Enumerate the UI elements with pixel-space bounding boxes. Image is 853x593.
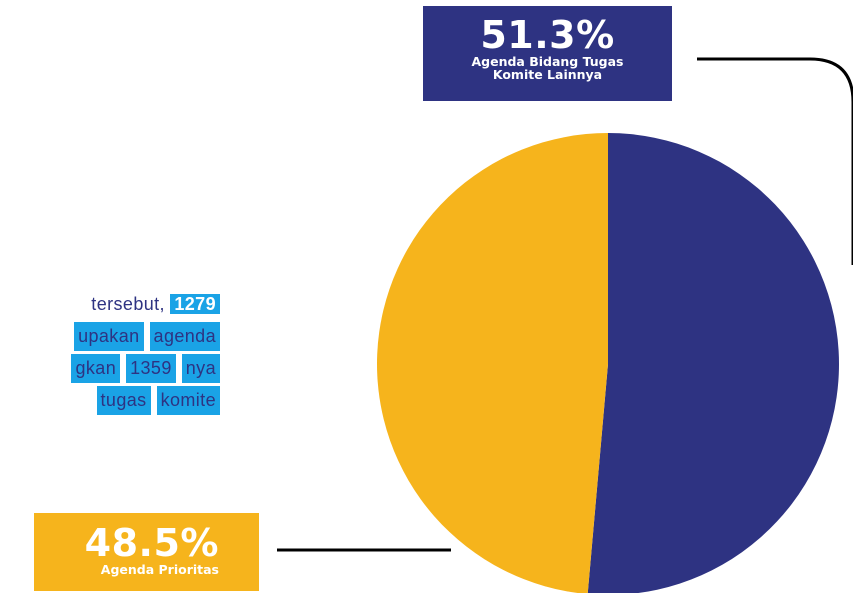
pie-slice-0 bbox=[587, 133, 839, 593]
text-line-1: tersebut, 1279 bbox=[0, 290, 228, 319]
text-line-2: upakan agenda bbox=[0, 322, 228, 351]
slice-caption: Agenda Bidang Tugas bbox=[471, 54, 624, 69]
text-fragment: tugas bbox=[96, 386, 151, 415]
slice-caption: Agenda Prioritas bbox=[100, 562, 219, 577]
slice-label-other-agenda: 51.3% Agenda Bidang Tugas Komite Lainnya bbox=[423, 6, 672, 101]
text-fragment: gkan bbox=[71, 354, 121, 383]
text-line-3: gkan 1359 nya bbox=[0, 354, 228, 383]
description-text: tersebut, 1279 upakan agenda gkan 1359 nya … bbox=[0, 290, 228, 418]
slice-label-priority-agenda: 48.5% Agenda Prioritas bbox=[34, 513, 259, 591]
text-fragment: tersebut, bbox=[91, 294, 165, 314]
text-fragment: upakan bbox=[74, 322, 144, 351]
slice-caption: Komite Lainnya bbox=[492, 67, 603, 82]
text-line-4: tugas komite bbox=[0, 386, 228, 415]
text-fragment: nya bbox=[181, 354, 220, 383]
highlight-number: 1279 bbox=[170, 294, 220, 314]
text-fragment: komite bbox=[156, 386, 220, 415]
pie-slice-1 bbox=[377, 133, 608, 593]
text-fragment: 1359 bbox=[126, 354, 176, 383]
slice-percent: 51.3% bbox=[480, 13, 615, 57]
slice-percent: 48.5% bbox=[84, 521, 219, 565]
text-fragment: agenda bbox=[149, 322, 220, 351]
